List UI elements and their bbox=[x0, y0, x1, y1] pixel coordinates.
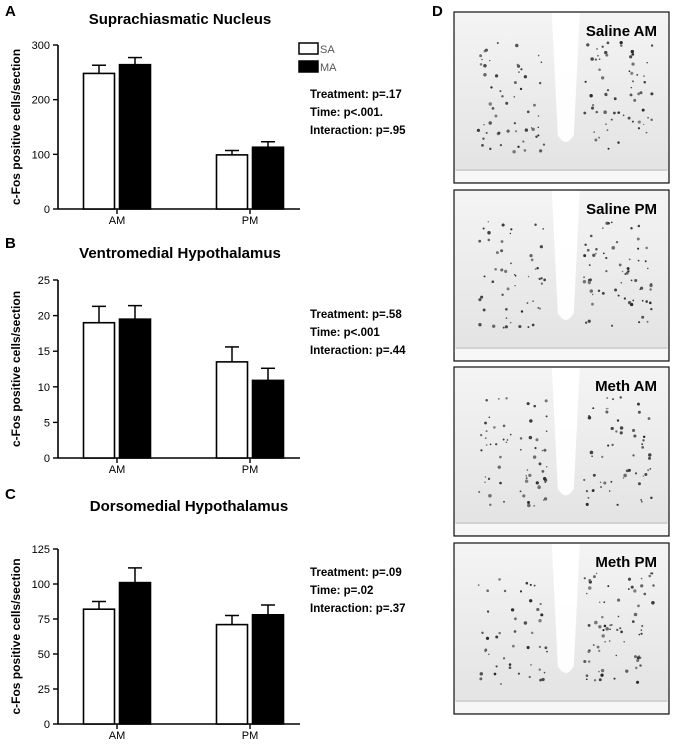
tissue-edge bbox=[455, 171, 668, 182]
y-tick-label: 20 bbox=[38, 311, 50, 323]
y-axis-label: c-Fos positive cells/section bbox=[9, 558, 23, 714]
panel-letter: D bbox=[432, 3, 443, 20]
ventricle-shape bbox=[551, 191, 580, 320]
micrograph-saline-pm: Saline PM bbox=[453, 189, 670, 362]
y-tick-label: 100 bbox=[32, 149, 50, 161]
micrograph-saline-am: Saline AM bbox=[453, 11, 670, 184]
legend-swatch bbox=[298, 60, 319, 73]
x-tick-label: AM bbox=[109, 215, 126, 227]
y-tick-label: 200 bbox=[32, 95, 50, 107]
x-tick-label: AM bbox=[109, 730, 126, 742]
y-axis-label: c-Fos positive cells/section bbox=[9, 49, 23, 205]
stat-line: Time: p=.02 bbox=[310, 585, 373, 597]
y-tick-label: 75 bbox=[38, 614, 50, 626]
micrograph-meth-pm: Meth PM bbox=[453, 542, 670, 715]
y-tick-label: 100 bbox=[32, 579, 50, 591]
tissue-edge bbox=[455, 702, 668, 713]
x-tick-label: PM bbox=[242, 730, 259, 742]
bar-ma-pm bbox=[251, 613, 285, 725]
y-tick-label: 25 bbox=[38, 684, 50, 696]
ventricle-shape bbox=[551, 13, 580, 142]
y-tick-label: 0 bbox=[44, 453, 50, 465]
y-tick-label: 125 bbox=[32, 544, 50, 556]
bar-ma-pm bbox=[251, 146, 285, 210]
y-tick-label: 0 bbox=[44, 204, 50, 216]
bar-sa-am bbox=[82, 321, 116, 459]
bar-sa-pm bbox=[215, 623, 249, 725]
micrograph-label: Meth PM bbox=[595, 554, 657, 571]
x-tick-label: PM bbox=[242, 215, 259, 227]
legend-swatch bbox=[298, 42, 319, 55]
stat-line: Treatment: p=.09 bbox=[310, 567, 402, 579]
tissue-edge bbox=[455, 524, 668, 535]
stained-cells bbox=[477, 572, 655, 685]
x-tick-label: AM bbox=[109, 464, 126, 476]
chart-panel-a: A Suprachiasmatic Nucleus c-Fos positive c… bbox=[5, 3, 406, 227]
bar-ma-am bbox=[118, 63, 152, 210]
stat-line: Treatment: p=.58 bbox=[310, 309, 402, 321]
y-tick-label: 300 bbox=[32, 40, 50, 52]
bar-sa-am bbox=[82, 608, 116, 725]
x-tick-label: PM bbox=[242, 464, 259, 476]
stat-line: Interaction: p=.95 bbox=[310, 125, 406, 137]
micrograph-label: Saline AM bbox=[586, 23, 657, 40]
ventricle-shape bbox=[551, 368, 580, 496]
stat-line: Treatment: p=.17 bbox=[310, 89, 402, 101]
chart-title: Ventromedial Hypothalamus bbox=[79, 245, 281, 262]
y-tick-label: 5 bbox=[44, 417, 50, 429]
legend: SA MA bbox=[298, 42, 337, 74]
stained-cells bbox=[478, 396, 653, 508]
bar-sa-am bbox=[82, 72, 116, 210]
micrograph-label: Meth AM bbox=[595, 378, 657, 395]
stat-line: Time: p<.001 bbox=[310, 327, 380, 339]
y-tick-label: 50 bbox=[38, 649, 50, 661]
stained-cells bbox=[478, 220, 653, 329]
tissue-edge bbox=[455, 349, 668, 360]
y-axis-label: c-Fos positive cells/section bbox=[9, 291, 23, 447]
chart-title: Dorsomedial Hypothalamus bbox=[90, 498, 288, 515]
stained-cells bbox=[476, 40, 654, 154]
bar-sa-pm bbox=[215, 154, 249, 210]
legend-label: MA bbox=[320, 62, 337, 74]
chart-panel-c: C Dorsomedial Hypothalamus c-Fos positive … bbox=[5, 486, 406, 742]
stat-line: Time: p<.001. bbox=[310, 107, 383, 119]
y-tick-label: 0 bbox=[44, 719, 50, 731]
micrograph-meth-am: Meth AM bbox=[453, 366, 670, 537]
bar-ma-am bbox=[118, 581, 152, 725]
charts-layer: A Suprachiasmatic Nucleus c-Fos positive c… bbox=[5, 3, 406, 742]
bar-sa-pm bbox=[215, 361, 249, 459]
panel-letter: A bbox=[5, 3, 16, 20]
y-tick-label: 15 bbox=[38, 346, 50, 358]
micrograph-label: Saline PM bbox=[586, 201, 657, 218]
chart-title: Suprachiasmatic Nucleus bbox=[89, 11, 272, 28]
panel-letter: C bbox=[5, 486, 16, 503]
ventricle-shape bbox=[551, 544, 580, 673]
legend-label: SA bbox=[320, 44, 335, 56]
micrographs-layer: D Saline AM Saline PM Meth AM Meth PM bbox=[432, 3, 670, 715]
y-tick-label: 25 bbox=[38, 275, 50, 287]
bar-ma-am bbox=[118, 318, 152, 459]
stat-line: Interaction: p=.37 bbox=[310, 603, 406, 615]
y-tick-label: 10 bbox=[38, 382, 50, 394]
panel-letter: B bbox=[5, 235, 16, 252]
chart-panel-b: B Ventromedial Hypothalamus c-Fos positive… bbox=[5, 235, 406, 476]
stat-line: Interaction: p=.44 bbox=[310, 345, 406, 357]
bar-ma-pm bbox=[251, 379, 285, 459]
